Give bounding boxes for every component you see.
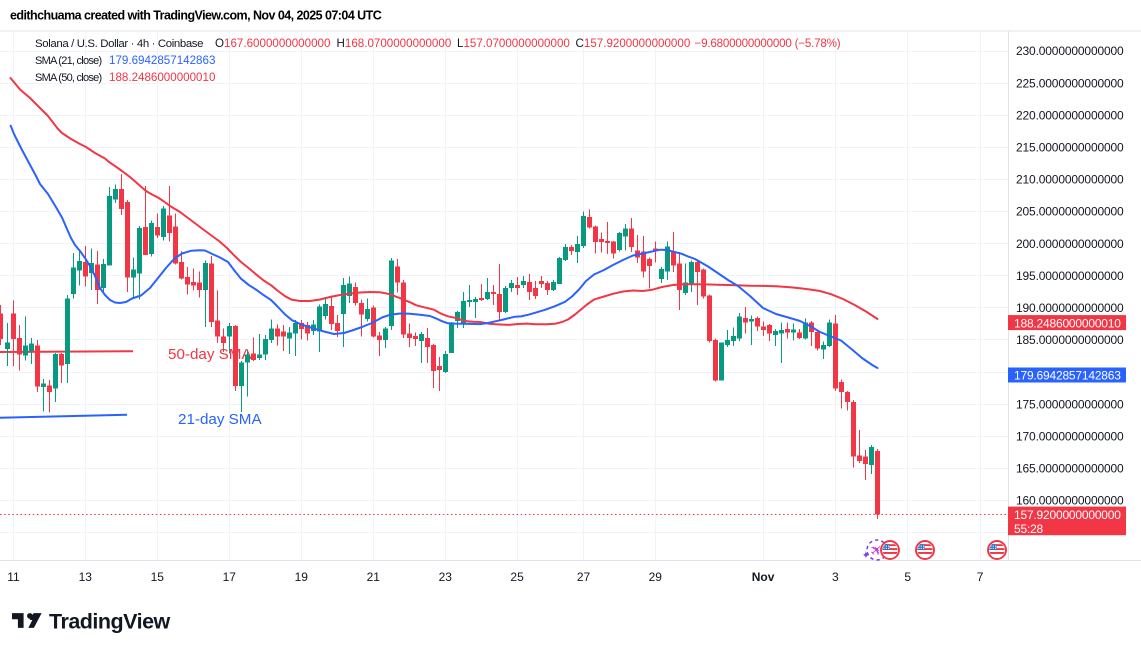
svg-text:50-day SMA: 50-day SMA xyxy=(168,346,252,363)
svg-text:23: 23 xyxy=(439,570,453,584)
svg-text:179.6942857142863: 179.6942857142863 xyxy=(109,54,215,67)
svg-text:170.0000000000000: 170.0000000000000 xyxy=(1016,430,1124,444)
svg-text:Nov: Nov xyxy=(752,570,775,584)
svg-text:13: 13 xyxy=(79,570,93,584)
svg-text:185.0000000000000: 185.0000000000000 xyxy=(1016,333,1124,347)
svg-text:190.0000000000000: 190.0000000000000 xyxy=(1016,301,1124,315)
svg-text:TradingView: TradingView xyxy=(49,610,171,634)
svg-text:11: 11 xyxy=(7,570,20,584)
svg-text:200.0000000000000: 200.0000000000000 xyxy=(1016,237,1124,251)
svg-text:220.0000000000000: 220.0000000000000 xyxy=(1016,108,1124,122)
svg-text:160.0000000000000: 160.0000000000000 xyxy=(1016,494,1124,508)
svg-text:215.0000000000000: 215.0000000000000 xyxy=(1016,141,1124,155)
svg-text:210.0000000000000: 210.0000000000000 xyxy=(1016,173,1124,187)
svg-text:175.0000000000000: 175.0000000000000 xyxy=(1016,397,1124,411)
svg-text:225.0000000000000: 225.0000000000000 xyxy=(1016,76,1124,90)
svg-text:edithchuama created with Tradi: edithchuama created with TradingView.com… xyxy=(10,9,382,23)
svg-text:−9.6800000000000 (−5.78%): −9.6800000000000 (−5.78%) xyxy=(695,37,841,50)
svg-text:29: 29 xyxy=(649,570,663,584)
svg-text:205.0000000000000: 205.0000000000000 xyxy=(1016,205,1124,219)
svg-text:O167.6000000000000: O167.6000000000000 xyxy=(215,37,330,50)
svg-text:3: 3 xyxy=(832,570,839,584)
svg-text:H168.0700000000000: H168.0700000000000 xyxy=(337,37,452,50)
svg-text:SMA (21, close): SMA (21, close) xyxy=(35,55,101,67)
svg-text:230.0000000000000: 230.0000000000000 xyxy=(1016,44,1124,58)
svg-text:21: 21 xyxy=(367,570,381,584)
svg-text:188.2486000000010: 188.2486000000010 xyxy=(1014,316,1121,330)
svg-text:188.2486000000010: 188.2486000000010 xyxy=(109,71,215,84)
svg-text:7: 7 xyxy=(977,570,984,584)
svg-text:✦: ✦ xyxy=(862,551,870,562)
svg-text:179.6942857142863: 179.6942857142863 xyxy=(1014,369,1121,383)
svg-text:25: 25 xyxy=(510,570,524,584)
svg-text:19: 19 xyxy=(295,570,309,584)
svg-text:21-day SMA: 21-day SMA xyxy=(178,411,262,428)
svg-text:L157.0700000000000: L157.0700000000000 xyxy=(457,37,570,50)
svg-text:195.0000000000000: 195.0000000000000 xyxy=(1016,269,1124,283)
svg-text:27: 27 xyxy=(577,570,591,584)
svg-text:SMA (50, close): SMA (50, close) xyxy=(35,72,101,84)
svg-text:Solana / U.S. Dollar · 4h · Co: Solana / U.S. Dollar · 4h · Coinbase xyxy=(35,38,203,50)
svg-text:5: 5 xyxy=(904,570,911,584)
svg-text:165.0000000000000: 165.0000000000000 xyxy=(1016,462,1124,476)
svg-text:17: 17 xyxy=(223,570,237,584)
svg-text:55:28: 55:28 xyxy=(1014,522,1044,536)
svg-text:15: 15 xyxy=(151,570,165,584)
svg-text:C157.9200000000000: C157.9200000000000 xyxy=(576,37,691,50)
svg-text:157.9200000000000: 157.9200000000000 xyxy=(1014,508,1121,522)
